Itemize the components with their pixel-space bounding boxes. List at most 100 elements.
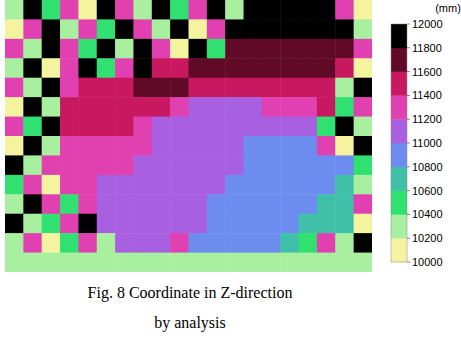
cell [354,233,372,253]
cell [78,175,97,195]
cell [262,117,281,137]
cell [97,39,116,59]
cell [60,155,79,175]
cell [133,155,152,175]
cell [280,58,299,78]
colorbar-tick [407,47,410,48]
cell [5,233,24,253]
cell [5,58,24,78]
cell [78,136,97,156]
cell [299,175,318,195]
cell [170,19,189,39]
cell [60,19,79,39]
cell [317,19,336,39]
cell [262,0,281,20]
cell [133,194,152,214]
cell [244,253,263,272]
cell [207,117,226,137]
cell [207,0,226,20]
cell [152,175,171,195]
cell [5,214,24,234]
cell [262,97,281,117]
cell [97,136,116,156]
colorbar-band [391,238,407,262]
cell [280,39,299,59]
cell [78,97,97,117]
cell [189,0,208,20]
cell [78,0,97,20]
cell [280,0,299,20]
cell [23,97,42,117]
cell [207,78,226,98]
cell [335,0,354,20]
cell [78,78,97,98]
cell [317,233,336,253]
cell [23,136,42,156]
cell [335,253,354,272]
cell [133,233,152,253]
cell [115,58,134,78]
cell [5,155,24,175]
cell [262,78,281,98]
cell [5,39,24,59]
cell [335,194,354,214]
cell [335,78,354,98]
cell [299,78,318,98]
cell [23,175,42,195]
cell [152,253,171,272]
cell [262,175,281,195]
cell [152,97,171,117]
cell [170,0,189,20]
cell [23,214,42,234]
cell [299,194,318,214]
cell [97,0,116,20]
cell [244,214,263,234]
cell [354,78,372,98]
cell [299,155,318,175]
cell [152,155,171,175]
cell [115,0,134,20]
cell [170,194,189,214]
cell [133,58,152,78]
cell [60,58,79,78]
colorbar-band [391,191,407,215]
cell [244,117,263,137]
cell [335,214,354,234]
cell [335,136,354,156]
cell [5,117,24,137]
cell [5,19,24,39]
cell [189,19,208,39]
cell [170,39,189,59]
colorbar-tick-label: 11400 [412,89,442,101]
colorbar-tick-label: 11000 [412,137,442,149]
cell [170,97,189,117]
cell [115,194,134,214]
cell [115,78,134,98]
cell [244,39,263,59]
cell [207,97,226,117]
cell [207,194,226,214]
cell [262,253,281,272]
colorbar-band [391,143,407,167]
cell [207,214,226,234]
cell [225,214,244,234]
colorbar-tick [407,24,410,25]
colorbar-tick-label: 10600 [412,185,443,197]
cell [42,97,61,117]
cell [280,155,299,175]
cell [354,39,372,59]
cell [262,58,281,78]
cell [23,117,42,137]
cell [335,155,354,175]
colorbar-tick [407,262,410,263]
cell [317,117,336,137]
cell [78,233,97,253]
cell [280,136,299,156]
colorbar-band [391,119,407,143]
cell [133,0,152,20]
cell [133,19,152,39]
cell [299,19,318,39]
cell [207,39,226,59]
figure: 1000010200104001060010800110001120011400… [0,0,461,344]
cell [23,78,42,98]
